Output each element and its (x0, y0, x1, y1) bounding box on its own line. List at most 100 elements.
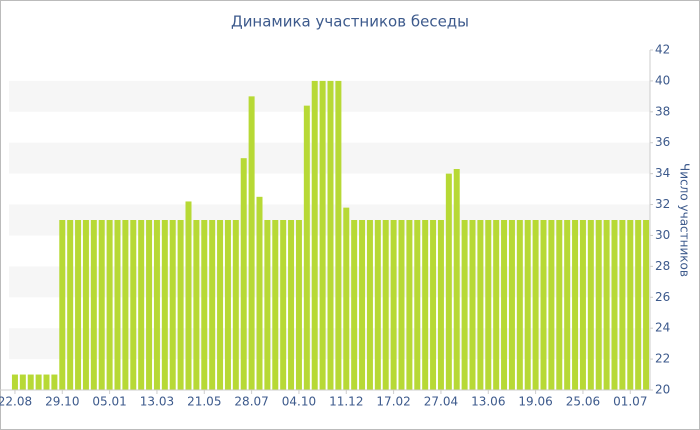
bar (587, 220, 594, 390)
bar (343, 207, 350, 390)
bar (193, 220, 200, 390)
bar (264, 220, 271, 390)
bar (548, 220, 555, 390)
bar (453, 169, 460, 390)
bar (437, 220, 444, 390)
y-tick-label: 34 (655, 166, 670, 180)
bar (59, 220, 66, 390)
bar (201, 220, 208, 390)
bar (540, 220, 547, 390)
bar (146, 220, 153, 390)
bar (106, 220, 113, 390)
bar (217, 220, 224, 390)
bar (351, 220, 358, 390)
x-tick-label: 28.07 (234, 395, 268, 409)
bar (485, 220, 492, 390)
x-tick-label: 27.04 (424, 395, 458, 409)
bar (138, 220, 145, 390)
bar (572, 220, 579, 390)
y-tick-label: 26 (655, 290, 670, 304)
bar (493, 220, 500, 390)
chart-title: Динамика участников беседы (231, 13, 469, 31)
bar (398, 220, 405, 390)
bar (382, 220, 389, 390)
bar (303, 105, 310, 391)
bar (43, 374, 50, 390)
bar (280, 220, 287, 390)
bar (75, 220, 82, 390)
bar (414, 220, 421, 390)
bar (90, 220, 97, 390)
bar (508, 220, 515, 390)
bar (185, 201, 192, 390)
x-tick-label: 13.03 (140, 395, 174, 409)
bar (445, 173, 452, 390)
bar (516, 220, 523, 390)
x-tick-label: 21.05 (187, 395, 221, 409)
bar (130, 220, 137, 390)
bar (224, 220, 231, 390)
bar (51, 374, 58, 390)
x-tick-label: 19.06 (518, 395, 552, 409)
bar (579, 220, 586, 390)
x-tick-label: 22.08 (0, 395, 32, 409)
bar (366, 220, 373, 390)
bar (564, 220, 571, 390)
bar (359, 220, 366, 390)
bar (643, 220, 650, 390)
bar (35, 374, 42, 390)
bar (477, 220, 484, 390)
x-tick-label: 13.06 (471, 395, 505, 409)
bar (532, 220, 539, 390)
bar (422, 220, 429, 390)
bar (153, 220, 160, 390)
bar (390, 220, 397, 390)
bar (374, 220, 381, 390)
bar (248, 96, 255, 390)
bar (240, 158, 247, 390)
x-tick-label: 25.06 (566, 395, 600, 409)
bar (11, 374, 18, 390)
bar (611, 220, 618, 390)
bar (161, 220, 168, 390)
x-tick-label: 01.07 (613, 395, 647, 409)
bar (335, 80, 342, 390)
x-tick-label: 11.12 (329, 395, 363, 409)
bar (67, 220, 74, 390)
bar (19, 374, 26, 390)
bar (288, 220, 295, 390)
bar (311, 80, 318, 390)
bar (619, 220, 626, 390)
y-axis-label: Число участников (678, 163, 692, 277)
bar (319, 80, 326, 390)
bar (272, 220, 279, 390)
y-tick-label: 20 (655, 383, 670, 397)
bar (169, 220, 176, 390)
y-tick-label: 36 (655, 135, 670, 149)
y-tick-label: 24 (655, 321, 670, 335)
bar (469, 220, 476, 390)
bar (114, 220, 121, 390)
bar (430, 220, 437, 390)
bar (461, 220, 468, 390)
y-tick-label: 42 (655, 43, 670, 57)
bar (177, 220, 184, 390)
y-tick-label: 22 (655, 352, 670, 366)
y-tick-label: 28 (655, 259, 670, 273)
y-tick-label: 38 (655, 104, 670, 118)
bar (406, 220, 413, 390)
bar (524, 220, 531, 390)
bar (232, 220, 239, 390)
bar (501, 220, 508, 390)
bar (256, 196, 263, 390)
bar (327, 80, 334, 390)
x-tick-label: 17.02 (376, 395, 410, 409)
bar (98, 220, 105, 390)
bar (635, 220, 642, 390)
bar (27, 374, 34, 390)
y-tick-label: 32 (655, 197, 670, 211)
bar (556, 220, 563, 390)
y-tick-label: 40 (655, 73, 670, 87)
bar (295, 220, 302, 390)
